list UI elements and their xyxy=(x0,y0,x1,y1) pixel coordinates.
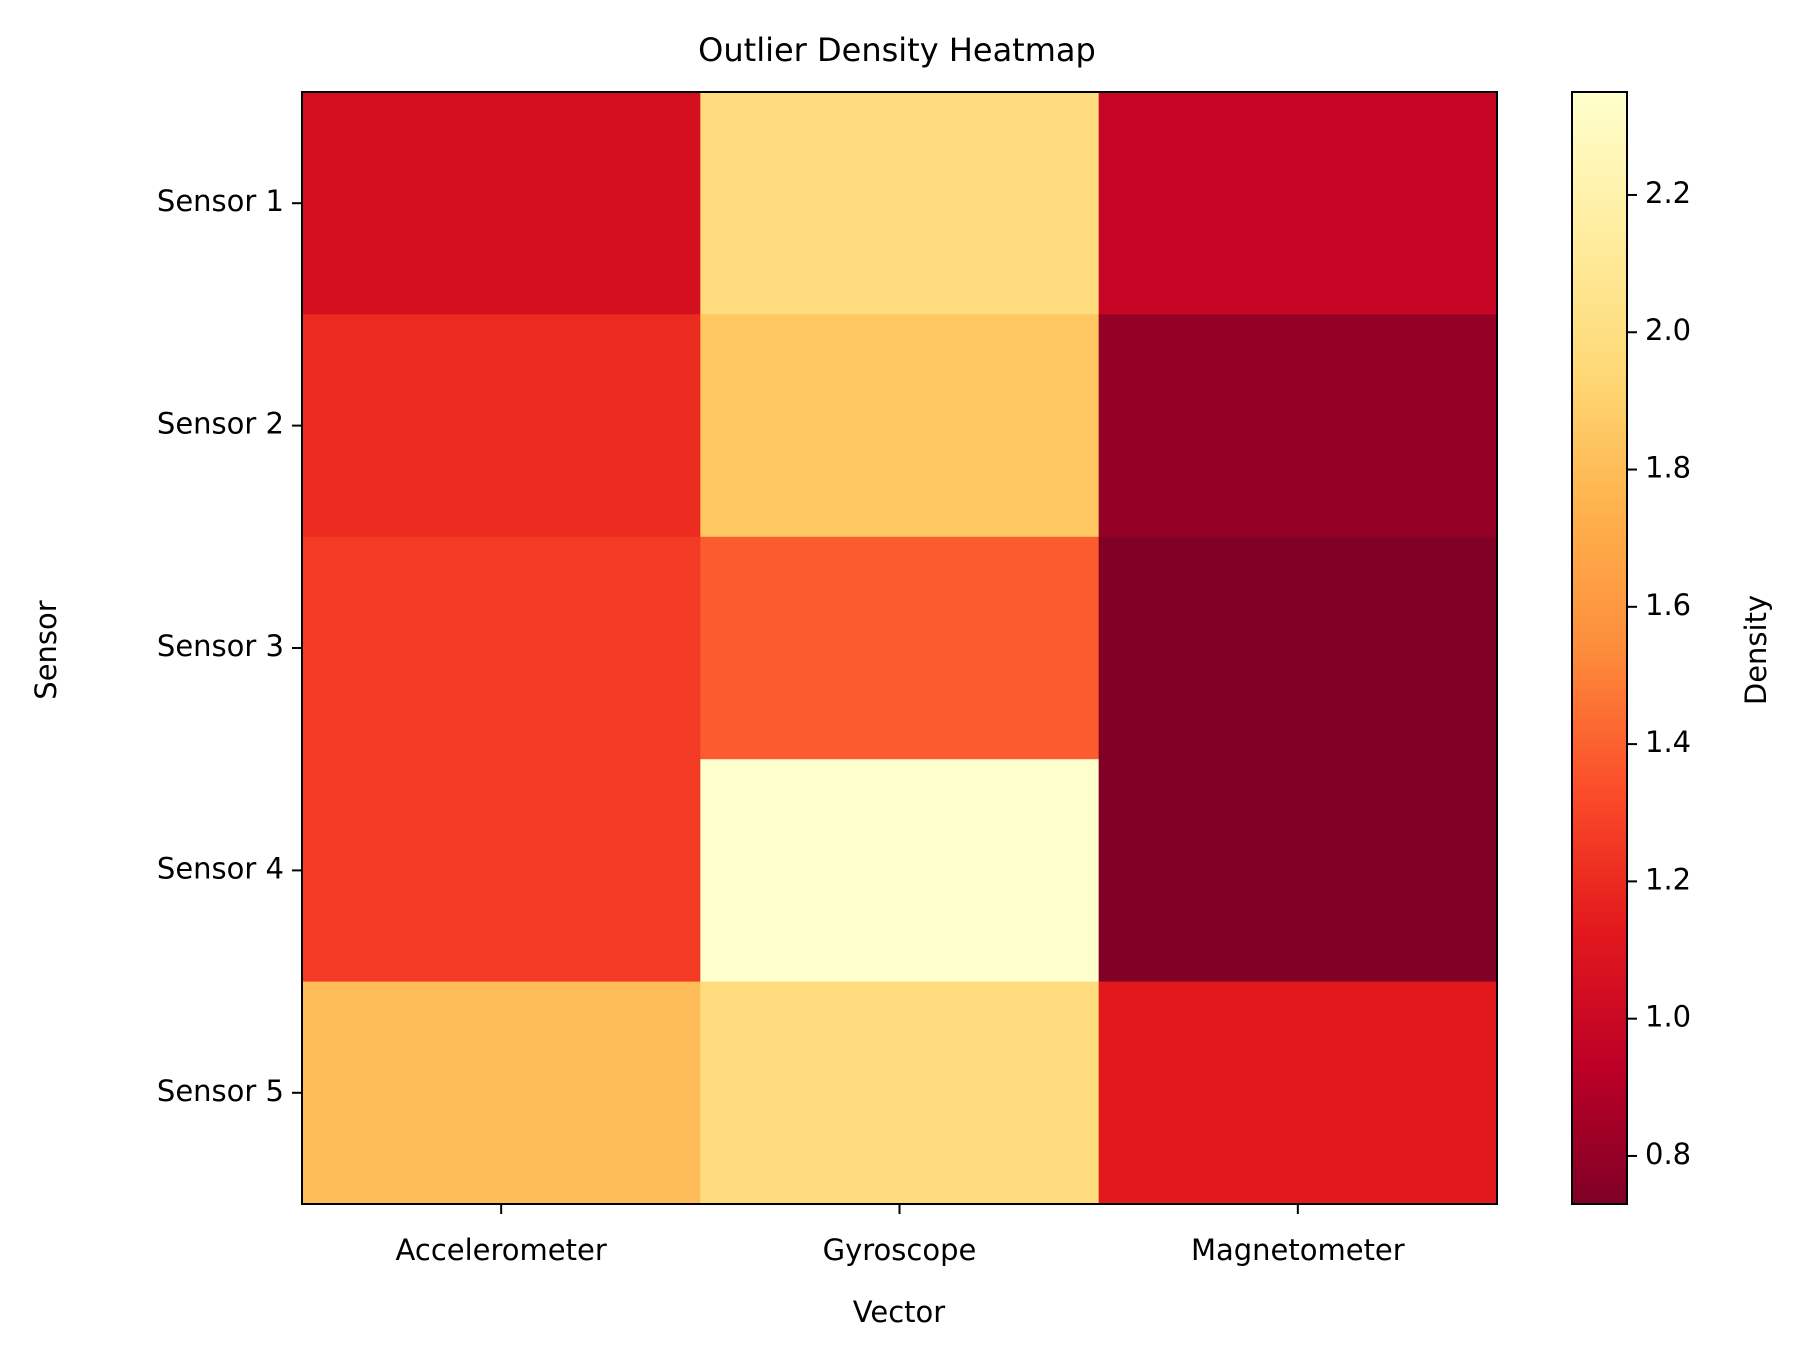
heatmap-cell xyxy=(302,536,701,760)
heatmap-cell xyxy=(1098,759,1498,983)
colorbar-tick-label: 1.2 xyxy=(1645,862,1691,896)
heatmap-cell xyxy=(700,759,1100,983)
colorbar-label: Density xyxy=(1739,595,1773,705)
colorbar-tick-label: 2.2 xyxy=(1645,176,1691,210)
x-axis-label: Vector xyxy=(853,1295,945,1329)
heatmap-cell xyxy=(302,759,701,983)
y-axis-label: Sensor xyxy=(29,600,63,699)
heatmap-cell xyxy=(1098,314,1498,538)
heatmap-cell xyxy=(1098,981,1498,1205)
heatmap-cell xyxy=(700,981,1100,1205)
heatmap-cell xyxy=(700,536,1100,760)
y-tick-label: Sensor 1 xyxy=(157,184,284,218)
heatmap-cell xyxy=(700,314,1100,538)
y-tick-label: Sensor 2 xyxy=(157,407,284,441)
colorbar-tick-label: 1.0 xyxy=(1645,1000,1691,1034)
x-axis-ticks: Accelerometer Gyroscope Magnetometer xyxy=(396,1204,1405,1267)
x-tick-label: Accelerometer xyxy=(396,1233,607,1267)
colorbar-tick-label: 1.6 xyxy=(1645,588,1691,622)
heatmap-cell xyxy=(1098,536,1498,760)
y-tick-label: Sensor 4 xyxy=(157,851,284,885)
heatmap-cell xyxy=(302,314,701,538)
x-tick-label: Gyroscope xyxy=(823,1233,977,1267)
colorbar-ticks: 0.8 1.0 1.2 1.4 1.6 1.8 2.0 2.2 xyxy=(1627,176,1691,1171)
colorbar xyxy=(1571,91,1628,1205)
heatmap-cell xyxy=(302,92,701,315)
y-axis-ticks: Sensor 1 Sensor 2 Sensor 3 Sensor 4 Sensor 5 xyxy=(157,184,302,1108)
y-tick-label: Sensor 5 xyxy=(157,1074,284,1108)
heatmap-cell xyxy=(302,981,701,1205)
heatmap-cell xyxy=(1098,92,1498,315)
x-tick-label: Magnetometer xyxy=(1191,1233,1405,1267)
heatmap-cell xyxy=(700,92,1100,315)
heatmap-cells xyxy=(302,92,1498,1205)
colorbar-tick-label: 1.8 xyxy=(1645,451,1691,485)
colorbar-tick-label: 2.0 xyxy=(1645,313,1691,347)
chart-title: Outlier Density Heatmap xyxy=(698,31,1096,69)
y-tick-label: Sensor 3 xyxy=(157,629,284,663)
colorbar-tick-label: 0.8 xyxy=(1645,1137,1691,1171)
colorbar-tick-label: 1.4 xyxy=(1645,725,1691,759)
